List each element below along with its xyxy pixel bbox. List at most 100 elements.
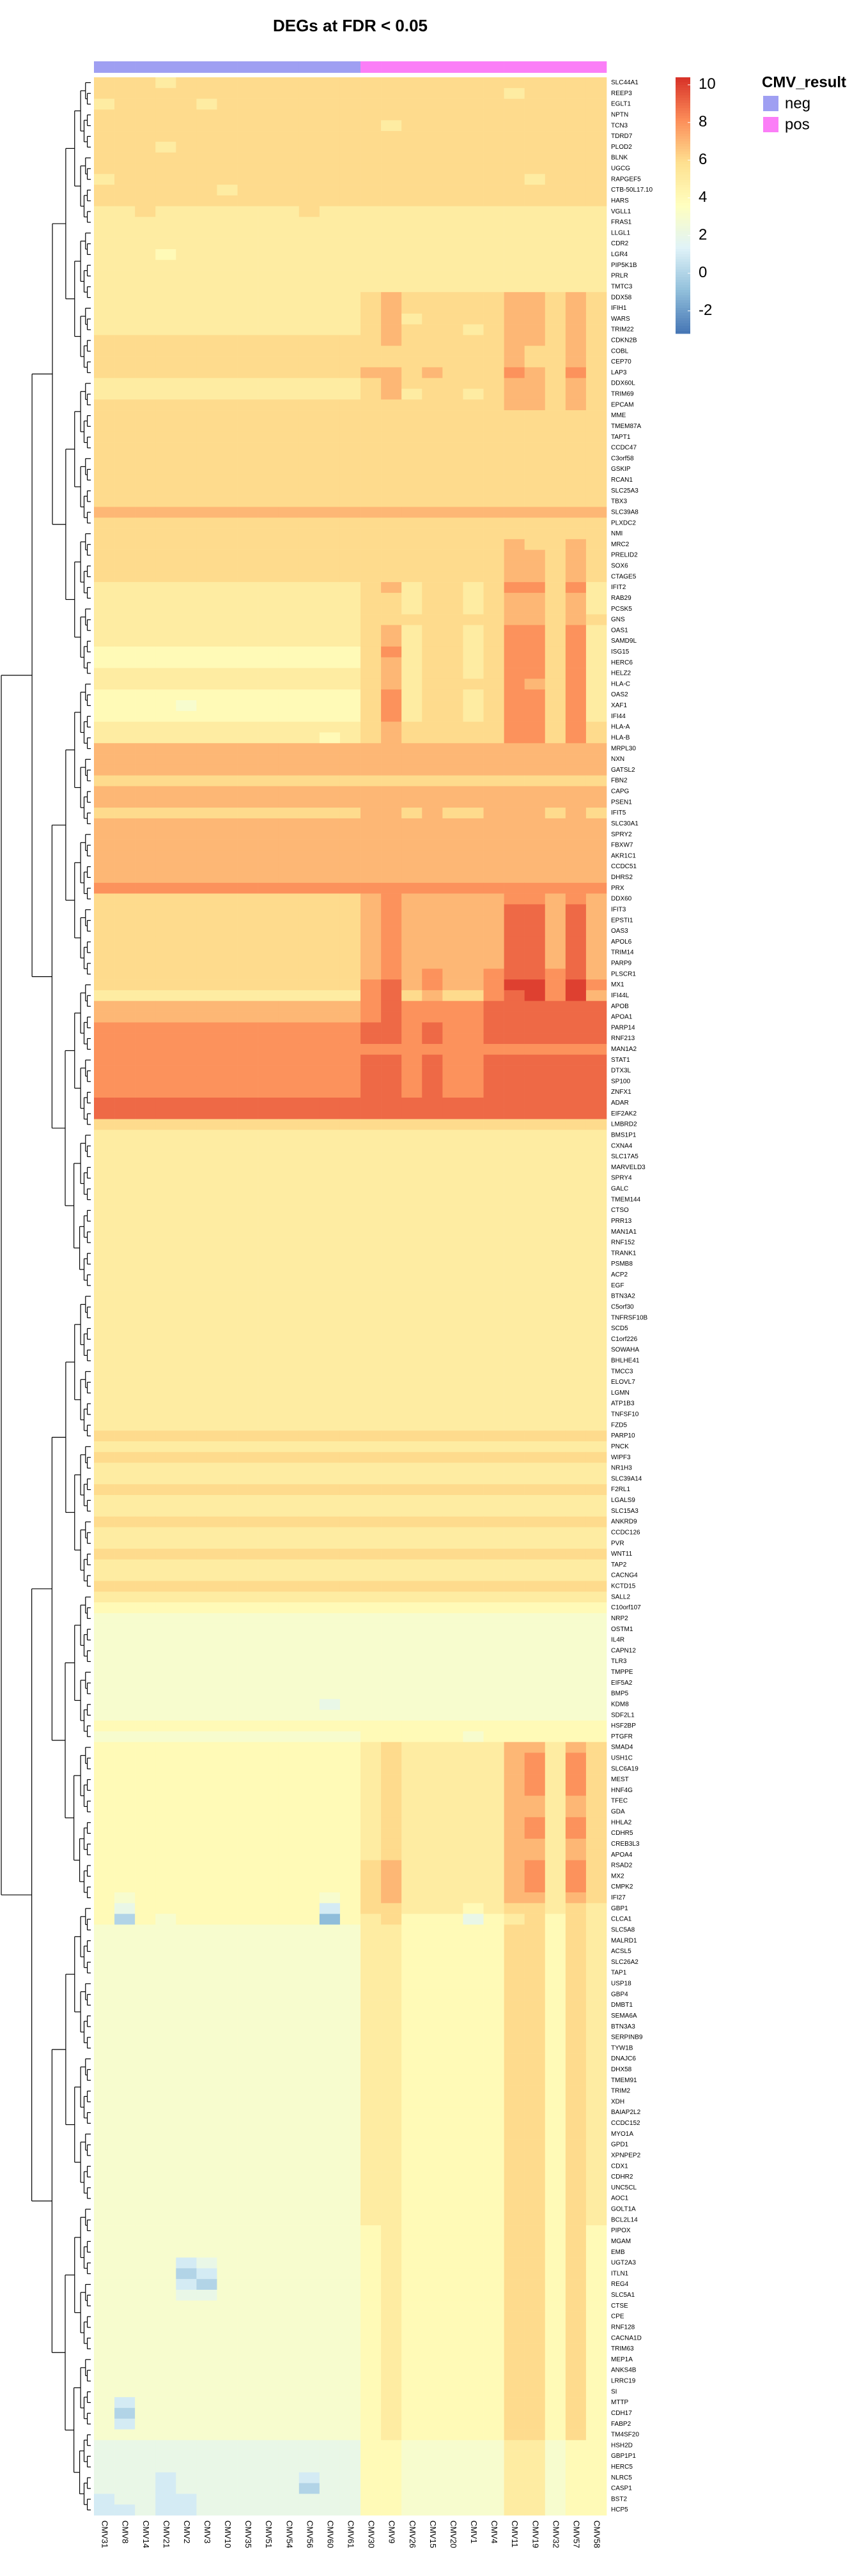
heatmap-cell [401, 1398, 422, 1409]
heatmap-cell [524, 668, 546, 679]
heatmap-cell [176, 249, 197, 261]
heatmap-cell [545, 979, 566, 991]
heatmap-cell [422, 743, 443, 755]
heatmap-cell [298, 1731, 320, 1742]
heatmap-cell [565, 238, 587, 250]
heatmap-cell [319, 528, 341, 540]
heatmap-cell [135, 1699, 156, 1710]
heatmap-cell [278, 249, 300, 261]
heatmap-cell [585, 1784, 607, 1796]
heatmap-cell [319, 2204, 341, 2215]
heatmap-cell [258, 1108, 279, 1119]
heatmap-cell [504, 1806, 525, 1818]
heatmap-cell [545, 549, 566, 561]
heatmap-cell [401, 1742, 422, 1753]
heatmap-cell [278, 1108, 300, 1119]
heatmap-cell [524, 1076, 546, 1087]
heatmap-cell [401, 904, 422, 916]
heatmap-cell [401, 1194, 422, 1206]
heatmap-cell [278, 356, 300, 368]
heatmap-cell [155, 1000, 176, 1012]
heatmap-cell [278, 346, 300, 357]
heatmap-cell [298, 893, 320, 905]
heatmap-cell [565, 1183, 587, 1195]
heatmap-cell [463, 1237, 484, 1248]
heatmap-cell [176, 1763, 197, 1775]
heatmap-cell [463, 1623, 484, 1635]
heatmap-cell [483, 1011, 504, 1023]
heatmap-cell [585, 1151, 607, 1163]
heatmap-cell [155, 2032, 176, 2043]
heatmap-cell [401, 141, 422, 153]
heatmap-cell [278, 195, 300, 207]
heatmap-cell [217, 775, 238, 786]
heatmap-cell [114, 2096, 135, 2108]
heatmap-cell [422, 141, 443, 153]
heatmap-cell [422, 1538, 443, 1549]
heatmap-cell [401, 1248, 422, 1259]
heatmap-cell [196, 378, 217, 389]
heatmap-cell [483, 2074, 504, 2086]
heatmap-cell [483, 313, 504, 325]
heatmap-cell [463, 2000, 484, 2011]
heatmap-cell [585, 1591, 607, 1603]
heatmap-cell [565, 109, 587, 121]
heatmap-cell [585, 1312, 607, 1324]
heatmap-cell [381, 1559, 402, 1570]
heatmap-cell [545, 2053, 566, 2065]
heatmap-cell [258, 582, 279, 594]
heatmap-cell [237, 1130, 258, 1141]
heatmap-cell [463, 1860, 484, 1871]
heatmap-cell [114, 2021, 135, 2032]
heatmap-cell [237, 1710, 258, 1721]
heatmap-cell [442, 1721, 463, 1732]
heatmap-cell [196, 1591, 217, 1603]
heatmap-cell [217, 700, 238, 712]
heatmap-cell [114, 775, 135, 786]
heatmap-cell [258, 1849, 279, 1860]
heatmap-cell [135, 2096, 156, 2108]
heatmap-cell [545, 399, 566, 411]
heatmap-cell [422, 2000, 443, 2011]
heatmap-cell [463, 636, 484, 647]
heatmap-cell [298, 1183, 320, 1195]
heatmap-cell [360, 399, 382, 411]
heatmap-cell [135, 1721, 156, 1732]
annotation-legend-title: CMV_result [762, 73, 846, 91]
heatmap-cell [176, 1269, 197, 1281]
heatmap-cell [504, 2172, 525, 2183]
heatmap-cell [217, 850, 238, 862]
heatmap-cell [401, 1420, 422, 1431]
heatmap-cell [258, 507, 279, 518]
heatmap-cell [114, 1398, 135, 1409]
heatmap-cell [258, 2000, 279, 2011]
heatmap-cell [176, 1108, 197, 1119]
heatmap-cell [155, 303, 176, 314]
heatmap-cell [319, 1634, 341, 1646]
heatmap-cell [565, 979, 587, 991]
heatmap-cell [360, 871, 382, 884]
heatmap-cell [401, 528, 422, 540]
heatmap-cell [278, 420, 300, 433]
heatmap-cell [524, 1656, 546, 1667]
heatmap-cell [135, 1956, 156, 1968]
heatmap-cell [565, 1162, 587, 1173]
heatmap-cell [176, 1011, 197, 1023]
heatmap-cell [463, 217, 484, 228]
heatmap-cell [565, 120, 587, 132]
heatmap-cell [463, 1882, 484, 1893]
heatmap-cell [196, 1312, 217, 1324]
heatmap-cell [319, 603, 341, 615]
heatmap-cell [565, 152, 587, 164]
heatmap-cell [524, 1301, 546, 1313]
heatmap-cell [114, 1000, 135, 1012]
heatmap-cell [319, 399, 341, 411]
heatmap-cell [463, 1076, 484, 1087]
heatmap-cell [360, 743, 382, 755]
heatmap-cell [442, 1978, 463, 1989]
heatmap-cell [176, 77, 197, 89]
heatmap-cell [298, 474, 320, 486]
heatmap-cell [565, 1098, 587, 1109]
heatmap-cell [401, 636, 422, 647]
heatmap-cell [565, 1828, 587, 1839]
